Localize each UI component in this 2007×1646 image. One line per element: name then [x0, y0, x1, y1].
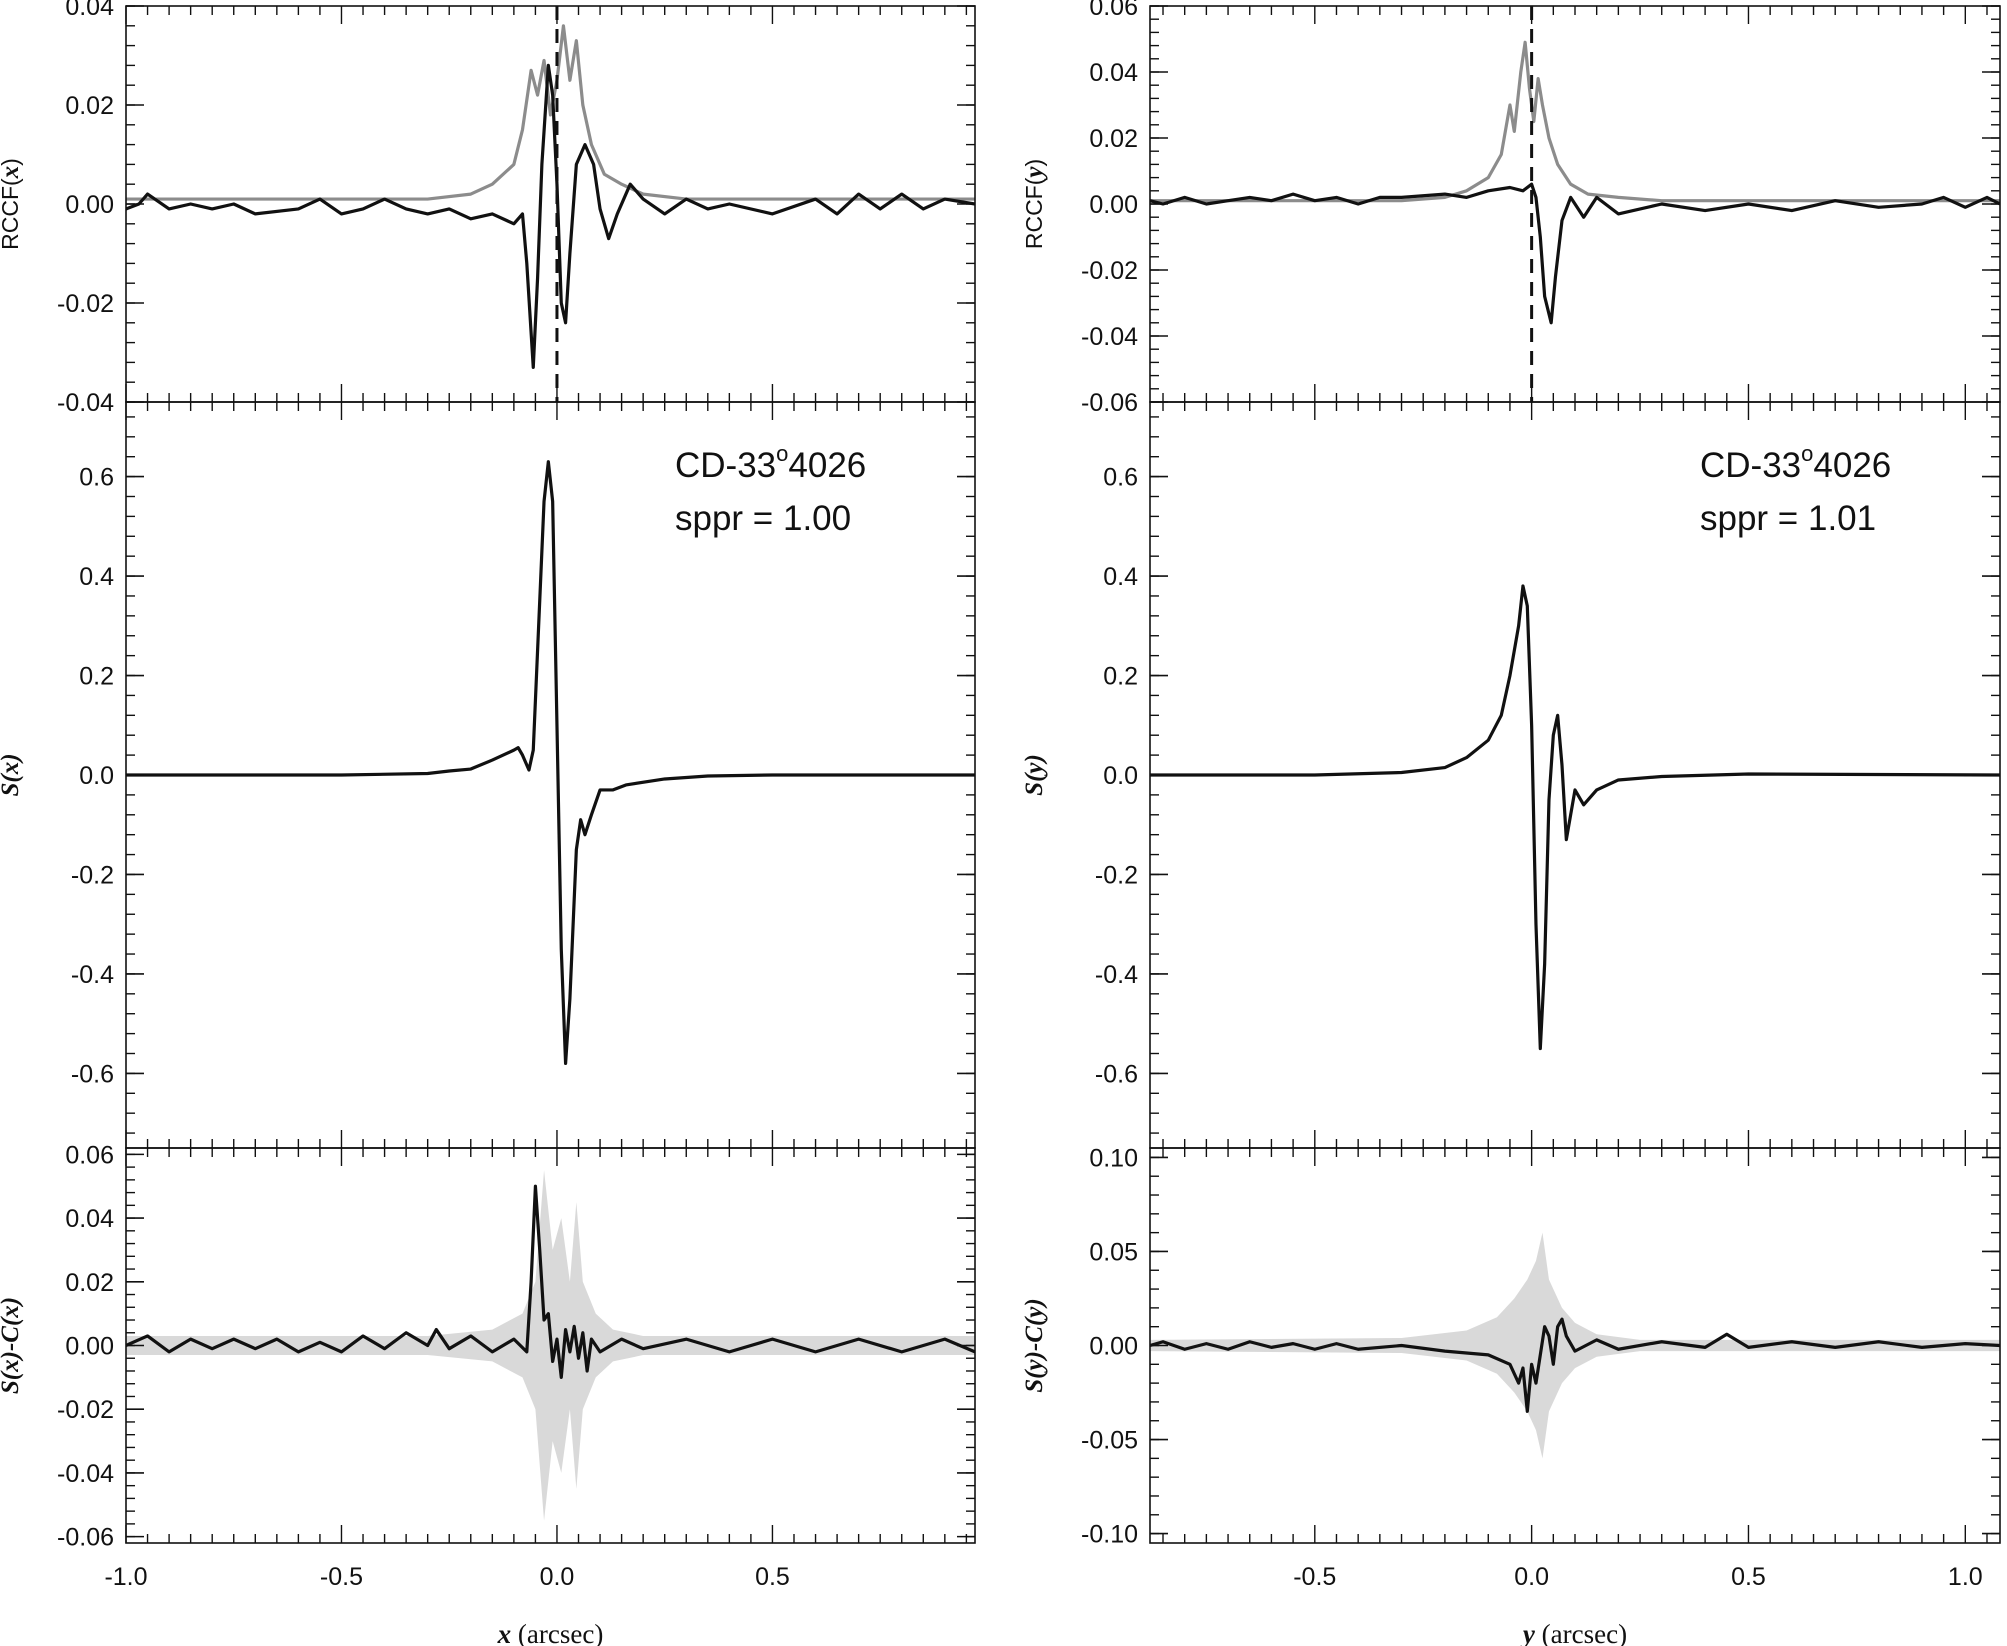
y-tick-label: -0.4: [71, 961, 114, 989]
y-tick-label: 0.00: [65, 191, 114, 219]
y-tick-label: -0.2: [71, 861, 114, 889]
x-axis-label: y (arcsec): [1520, 1619, 1627, 1646]
x-tick-label: 0.0: [1514, 1563, 1549, 1591]
y-axis-label: RCCF(y): [1021, 159, 1048, 249]
y-tick-label: -0.02: [57, 290, 114, 318]
y-tick-label: -0.2: [1095, 861, 1138, 889]
y-axis-label: S(y)-C(y): [1021, 1298, 1048, 1392]
series-line-0: [126, 1184, 975, 1379]
y-tick-label: 0.2: [79, 663, 114, 691]
y-axis-label: S(y): [1021, 754, 1048, 796]
y-tick-label: -0.02: [1081, 257, 1138, 285]
y-tick-label: 0.04: [1089, 59, 1138, 87]
y-tick-label: 0.06: [1089, 0, 1138, 21]
y-tick-label: 0.02: [1089, 125, 1138, 153]
y-axis-label: S(x)-C(x): [0, 1297, 24, 1394]
x-tick-label: 0.5: [1731, 1563, 1766, 1591]
sppr-value: sppr = 1.00: [675, 499, 851, 538]
y-tick-label: 0.2: [1103, 663, 1138, 691]
uncertainty-band: [1150, 1232, 2000, 1459]
y-tick-label: -0.06: [57, 1524, 114, 1552]
y-tick-label: 0.6: [1103, 464, 1138, 492]
panel-left-middle: -0.6 -0.4 -0.2 0.0 0.2 0.4 0.6 S(x) CD-33o4026 sp…: [0, 401, 976, 1149]
y-tick-label: 0.4: [79, 563, 114, 591]
y-tick-label: -0.04: [57, 389, 114, 417]
y-tick-label: 0.0: [1103, 762, 1138, 790]
x-tick-label: 0.5: [755, 1563, 790, 1591]
series-line-0: [1150, 40, 2000, 203]
y-tick-label: 0.00: [65, 1333, 114, 1361]
x-tick-label: 1.0: [1948, 1563, 1983, 1591]
plot-area: [1150, 40, 2000, 325]
series-line-0: [126, 460, 975, 1066]
y-tick-label: 0.02: [65, 1269, 114, 1297]
y-tick-label: -0.05: [1081, 1427, 1138, 1455]
panel-left-bottom: -0.06 -0.04 -0.02 0.00 0.02 0.04 0.06 -1.0 -0.5 0…: [0, 1141, 976, 1646]
plot-area: [1150, 1232, 2000, 1459]
y-tick-label: 0.06: [65, 1141, 114, 1169]
panel-right-top: -0.06 -0.04 -0.02 0.00 0.02 0.04 0.06 RCCF(y): [1021, 0, 2001, 417]
star-name: CD-33o4026: [1700, 441, 1891, 485]
plot-area: [1150, 584, 2000, 1051]
series-line-0: [1150, 1317, 2000, 1413]
panel-left-top: -0.04 -0.02 0.00 0.02 0.04 RCCF(x): [0, 0, 976, 417]
y-tick-label: 0.00: [1089, 1333, 1138, 1361]
series-line-0: [1150, 584, 2000, 1051]
y-tick-label: 0.6: [79, 464, 114, 492]
plot-area: [126, 460, 975, 1066]
y-tick-label: -0.06: [1081, 389, 1138, 417]
y-tick-label: -0.10: [1081, 1521, 1138, 1549]
y-tick-label: 0.04: [65, 0, 114, 21]
series-line-0: [126, 24, 975, 201]
series-line-1: [1150, 182, 2000, 325]
star-name: CD-33o4026: [675, 441, 866, 485]
y-axis-label: RCCF(x): [0, 158, 24, 250]
series-line-1: [126, 63, 975, 369]
y-tick-label: 0.04: [65, 1205, 114, 1233]
y-tick-label: 0.02: [65, 92, 114, 120]
y-tick-label: -0.4: [1095, 961, 1138, 989]
y-tick-label: 0.10: [1089, 1144, 1138, 1172]
y-tick-label: -0.04: [1081, 323, 1138, 351]
y-tick-label: 0.05: [1089, 1238, 1138, 1266]
y-tick-label: 0.4: [1103, 563, 1138, 591]
y-tick-label: 0.00: [1089, 191, 1138, 219]
x-tick-label: -1.0: [104, 1563, 147, 1591]
plot-area: [126, 24, 975, 369]
sppr-value: sppr = 1.01: [1700, 499, 1876, 538]
y-tick-label: -0.04: [57, 1460, 114, 1488]
y-tick-label: -0.02: [57, 1396, 114, 1424]
x-axis-label: x (arcsec): [497, 1619, 604, 1646]
plot-area: [126, 1170, 975, 1521]
y-tick-label: -0.6: [71, 1060, 114, 1088]
x-tick-label: -0.5: [1293, 1563, 1336, 1591]
y-tick-label: 0.0: [79, 762, 114, 790]
y-tick-label: -0.6: [1095, 1060, 1138, 1088]
x-tick-label: 0.0: [540, 1563, 575, 1591]
panel-right-middle: -0.6 -0.4 -0.2 0.0 0.2 0.4 0.6 S(y) CD-33o4026 sp…: [1021, 401, 2001, 1149]
x-tick-label: -0.5: [320, 1563, 363, 1591]
panel-right-bottom: -0.10 -0.05 0.00 0.05 0.10 -0.5 0.0 0.5 1.0 S(y)-…: [1021, 1144, 2001, 1646]
y-axis-label: S(x): [0, 753, 24, 796]
